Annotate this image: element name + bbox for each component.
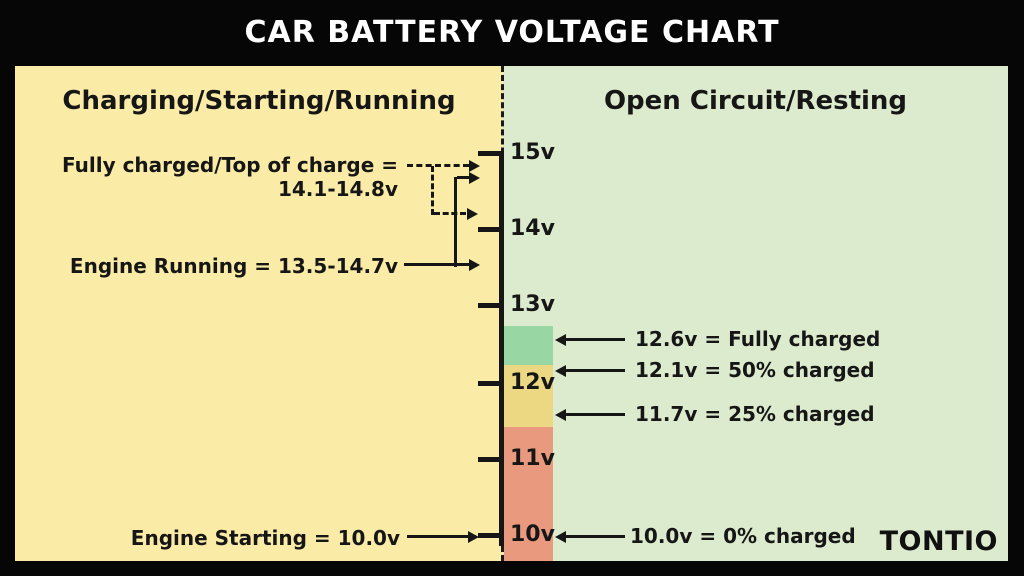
annotation-12-1v: 12.1v = 50% charged: [635, 358, 875, 382]
arrow-line: [566, 338, 625, 341]
arrow-right-icon: [469, 160, 480, 172]
arrow-line: [407, 535, 468, 538]
band-discharged: [504, 427, 553, 561]
arrow-right-icon: [468, 531, 479, 543]
arrow-branch-line: [454, 177, 457, 267]
axis-tick-12v: [478, 381, 504, 386]
annotation-12-6v: 12.6v = Fully charged: [635, 327, 881, 351]
axis-tick-label: 13v: [510, 292, 555, 317]
axis-tick-label: 15v: [510, 140, 555, 165]
arrow-left-icon: [555, 531, 566, 543]
arrow-line: [566, 535, 625, 538]
annotation-label: Fully charged/Top of charge =: [61, 153, 398, 177]
dashed-arrow-line: [434, 212, 466, 215]
dashed-arrow-line: [407, 164, 469, 167]
brand-watermark: TONTIO: [879, 526, 998, 557]
arrow-left-icon: [555, 334, 566, 346]
annotation-10-0v: 10.0v = 0% charged: [630, 524, 856, 548]
annotation-engine-starting: Engine Starting = 10.0v: [130, 526, 400, 550]
voltage-axis-line: [499, 151, 504, 546]
left-panel-header: Charging/Starting/Running: [62, 86, 456, 116]
right-panel-header: Open Circuit/Resting: [603, 86, 908, 116]
arrow-right-icon: [469, 172, 480, 184]
axis-tick-14v: [478, 227, 504, 232]
chart-area: Charging/Starting/Running Open Circuit/R…: [15, 66, 1008, 561]
annotation-11-7v: 11.7v = 25% charged: [635, 402, 875, 426]
axis-tick-10v: [478, 533, 504, 538]
arrow-right-icon: [467, 208, 478, 220]
arrow-line: [457, 176, 469, 179]
axis-tick-11v: [478, 457, 504, 462]
axis-tick-label: 14v: [510, 216, 555, 241]
axis-tick-15v: [478, 151, 504, 156]
axis-tick-label: 12v: [510, 370, 555, 395]
arrow-line: [566, 369, 625, 372]
arrow-line: [404, 263, 469, 266]
dashed-arrow-line: [431, 166, 434, 215]
page-title: CAR BATTERY VOLTAGE CHART: [244, 15, 780, 50]
annotation-value: 14.1-14.8v: [277, 177, 398, 201]
arrow-right-icon: [469, 259, 480, 271]
arrow-left-icon: [555, 365, 566, 377]
annotation-fully-charged-range: Fully charged/Top of charge = 14.1-14.8v: [45, 153, 398, 201]
axis-tick-label: 11v: [510, 446, 555, 471]
annotation-engine-running: Engine Running = 13.5-14.7v: [69, 254, 398, 278]
axis-tick-13v: [478, 303, 504, 308]
band-fully-charged: [504, 326, 553, 365]
arrow-line: [566, 413, 625, 416]
band-partly-charged: [504, 365, 553, 427]
axis-tick-label: 10v: [510, 522, 555, 547]
panel-open-circuit: [503, 66, 1008, 561]
arrow-left-icon: [555, 409, 566, 421]
panel-charging: [15, 66, 503, 561]
